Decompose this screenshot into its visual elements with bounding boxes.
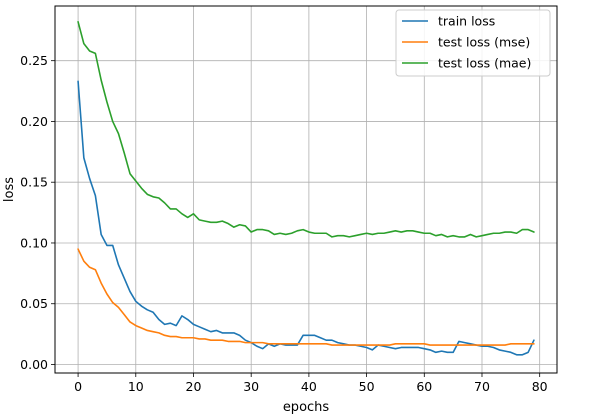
plot-frame [54, 5, 558, 374]
legend-box [395, 9, 551, 77]
x-tick-label: 40 [301, 379, 317, 394]
y-tick-label: 0.00 [20, 357, 48, 372]
x-tick-label: 0 [74, 379, 82, 394]
x-tick-label: 10 [128, 379, 144, 394]
x-axis-label: epochs [283, 400, 330, 415]
legend-label-3: test loss (mae) [438, 56, 531, 71]
legend-label-1: train loss [438, 14, 495, 29]
legend: train loss test loss (mse) test loss (mae) [395, 9, 551, 77]
y-axis-label: loss [2, 177, 17, 202]
legend-label-2: test loss (mse) [438, 35, 530, 50]
y-tick-label: 0.05 [20, 296, 48, 311]
x-tick-label: 30 [243, 379, 259, 394]
series-lines [77, 20, 535, 356]
series-line-2 [77, 248, 535, 346]
x-tick-label: 20 [186, 379, 202, 394]
y-tick-label: 0.25 [20, 53, 48, 68]
x-tick-label: 80 [532, 379, 548, 394]
x-tick-label: 50 [359, 379, 375, 394]
y-tick-label: 0.10 [20, 235, 48, 250]
axis-ticks: 0 10 20 30 40 50 60 70 80 0.00 0.05 0.10 0.15 0.20 0.2… [20, 53, 548, 394]
y-tick-label: 0.15 [20, 175, 48, 190]
series-line-1 [77, 80, 535, 356]
y-tick-label: 0.20 [20, 114, 48, 129]
series-line-3 [77, 20, 535, 238]
x-tick-label: 60 [416, 379, 432, 394]
x-tick-label: 70 [474, 379, 490, 394]
